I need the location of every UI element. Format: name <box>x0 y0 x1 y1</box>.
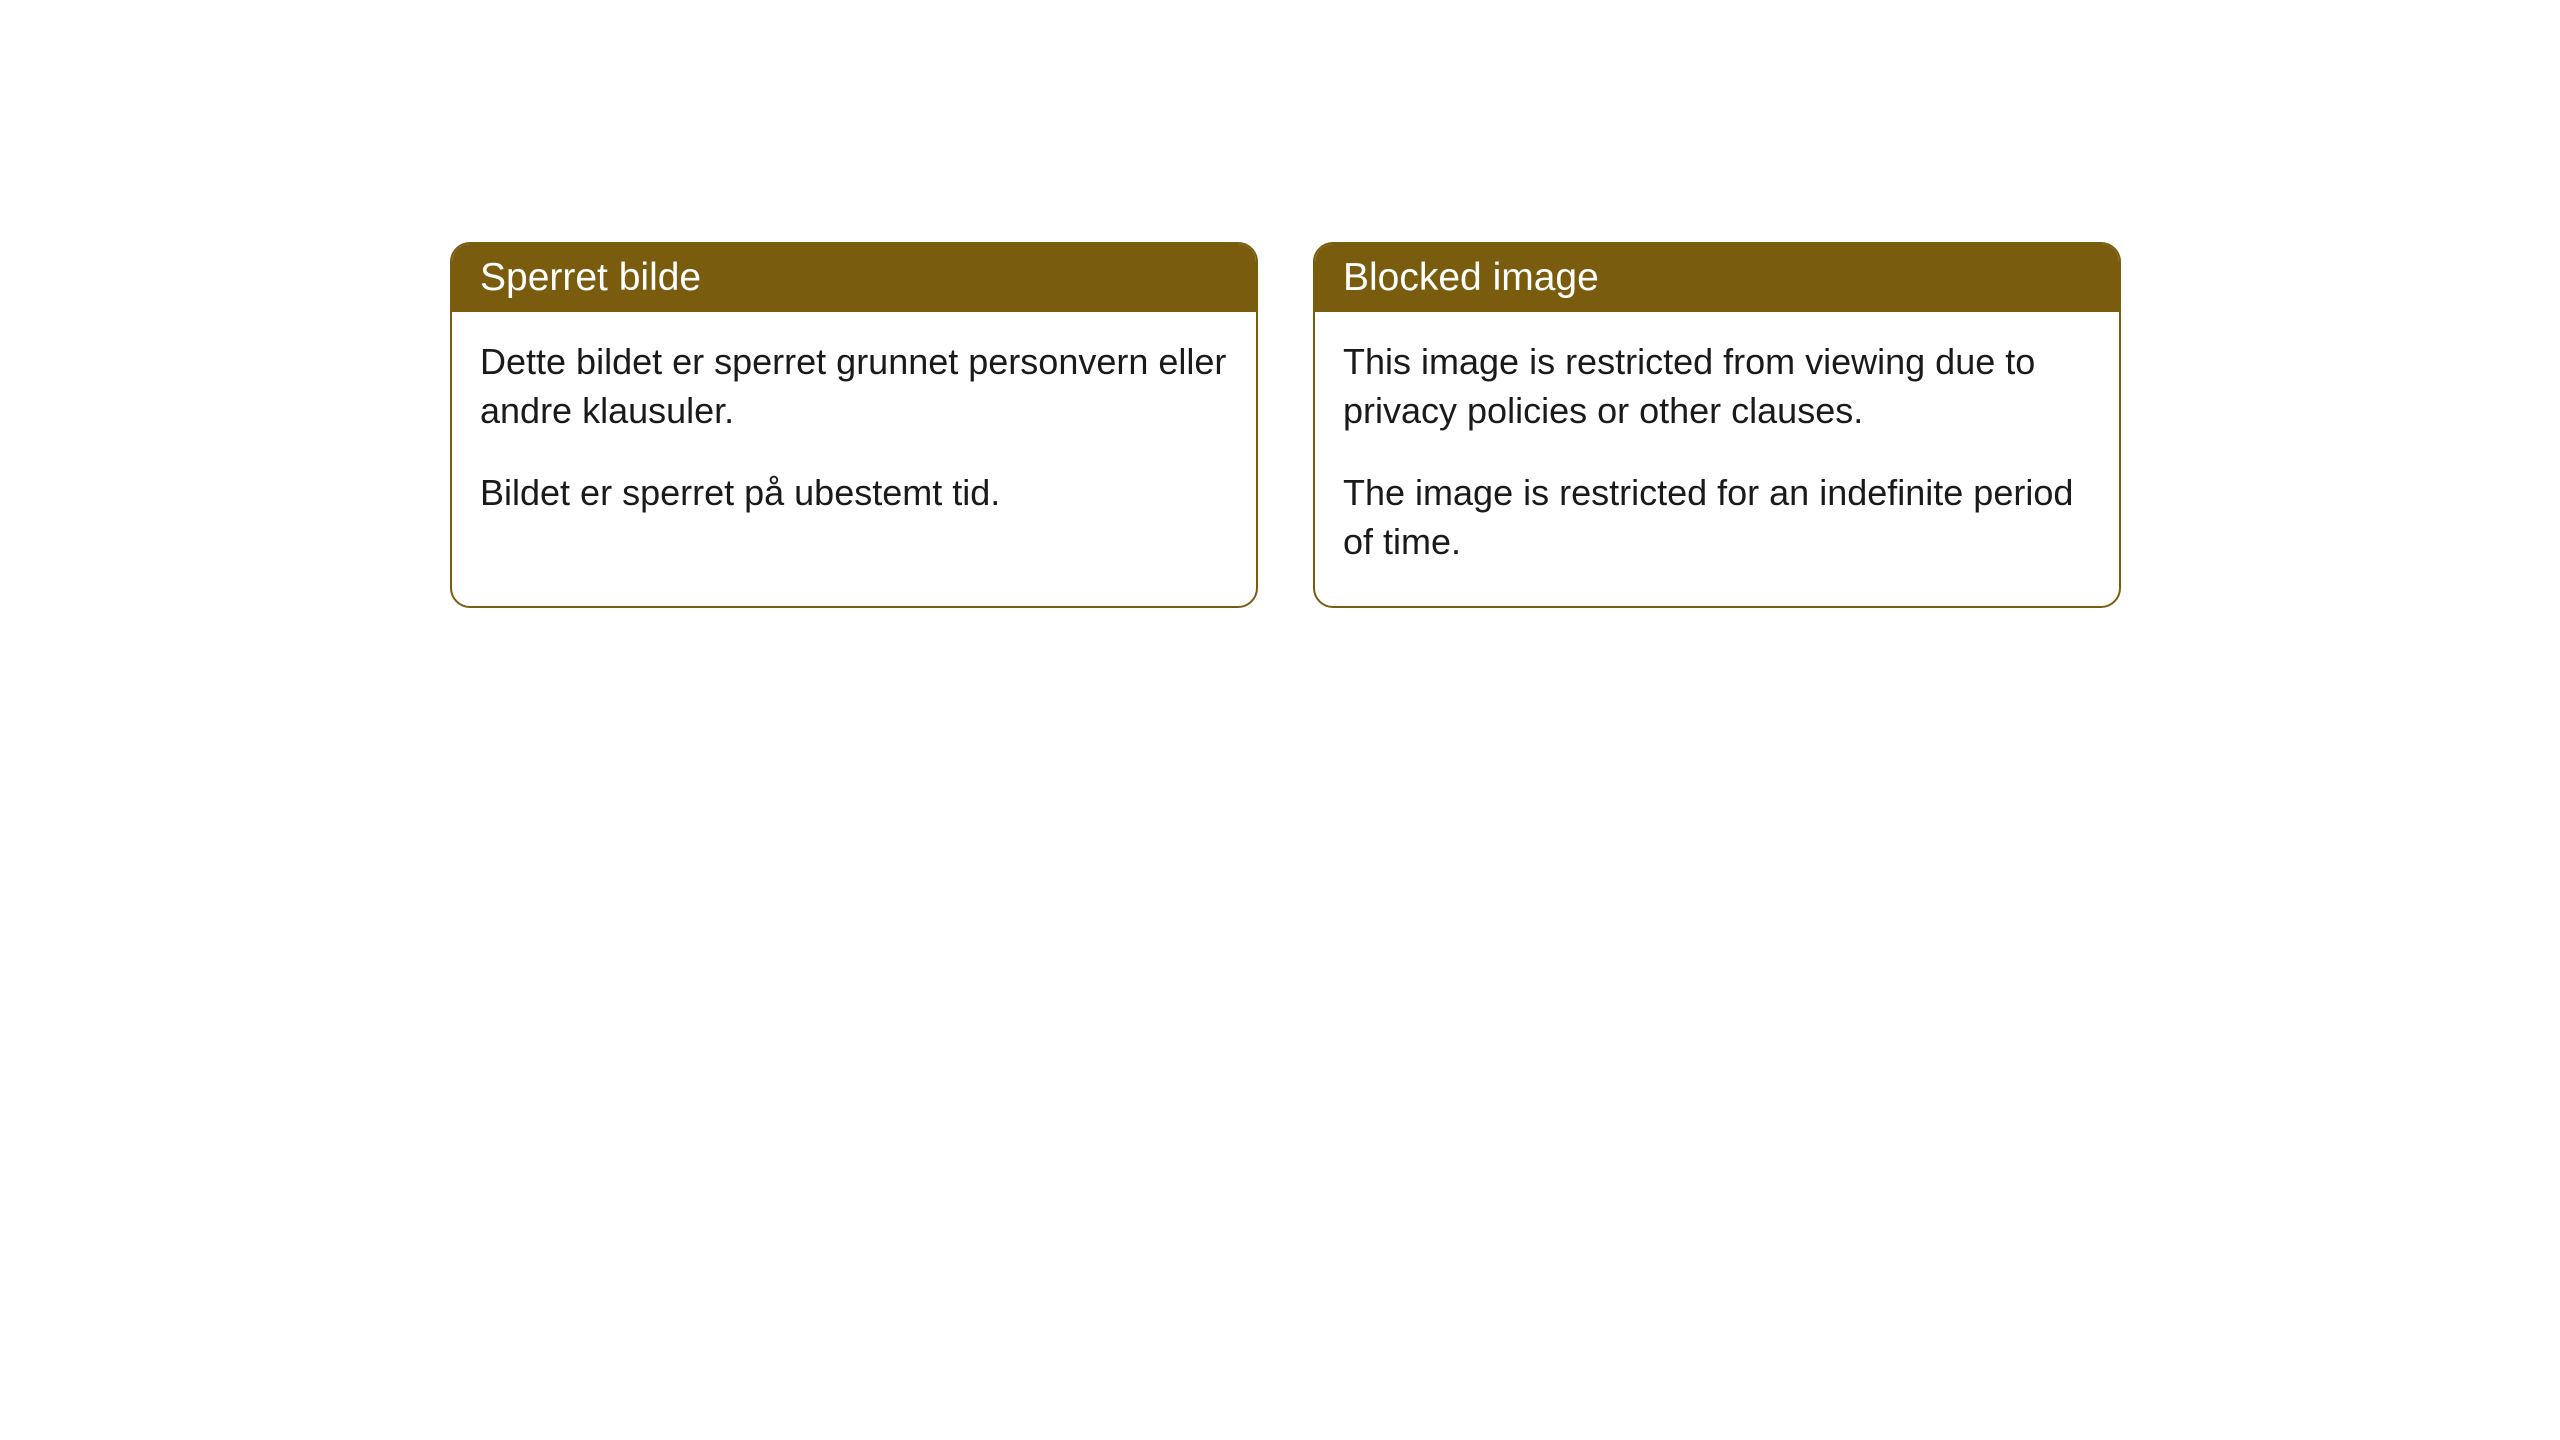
card-paragraph-1-english: This image is restricted from viewing du… <box>1343 338 2091 435</box>
card-header-english: Blocked image <box>1315 244 2119 312</box>
card-english: Blocked image This image is restricted f… <box>1313 242 2121 608</box>
cards-container: Sperret bilde Dette bildet er sperret gr… <box>450 242 2560 608</box>
card-norwegian: Sperret bilde Dette bildet er sperret gr… <box>450 242 1258 608</box>
card-paragraph-2-english: The image is restricted for an indefinit… <box>1343 469 2091 566</box>
card-paragraph-1-norwegian: Dette bildet er sperret grunnet personve… <box>480 338 1228 435</box>
card-title-english: Blocked image <box>1343 256 1599 299</box>
card-body-english: This image is restricted from viewing du… <box>1315 312 2119 606</box>
card-paragraph-2-norwegian: Bildet er sperret på ubestemt tid. <box>480 469 1228 518</box>
card-body-norwegian: Dette bildet er sperret grunnet personve… <box>452 312 1256 558</box>
card-header-norwegian: Sperret bilde <box>452 244 1256 312</box>
card-title-norwegian: Sperret bilde <box>480 256 701 299</box>
